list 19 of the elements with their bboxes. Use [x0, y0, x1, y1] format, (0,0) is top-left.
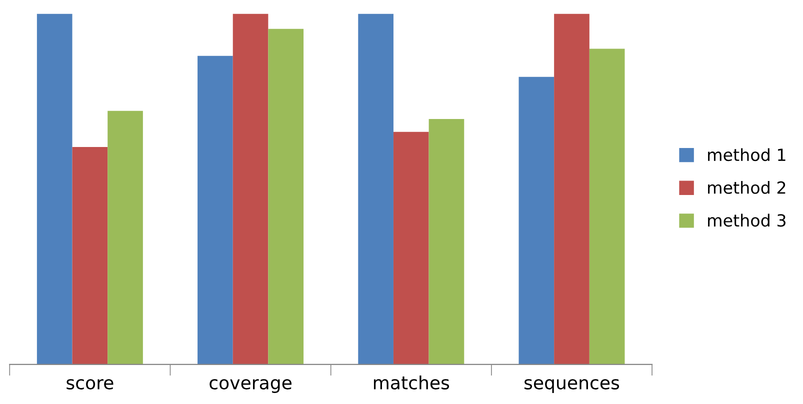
bar — [36, 14, 72, 364]
legend-label: method 2 — [708, 181, 786, 194]
bar — [589, 48, 625, 364]
legend-label: method 1 — [708, 148, 786, 162]
x-tick-label: sequences — [524, 379, 620, 393]
bar — [428, 118, 464, 364]
legend-label: method 3 — [708, 214, 786, 227]
bar — [72, 146, 108, 364]
x-tick-label: score — [66, 379, 114, 390]
bar — [393, 132, 429, 364]
bar — [518, 76, 554, 364]
bar — [108, 110, 143, 364]
bar — [232, 14, 268, 364]
x-tick-label: coverage — [210, 379, 292, 393]
bar — [198, 56, 233, 364]
bar — [554, 14, 590, 364]
x-tick-label: matches — [374, 376, 450, 390]
bar — [268, 28, 304, 364]
bar — [358, 14, 394, 364]
